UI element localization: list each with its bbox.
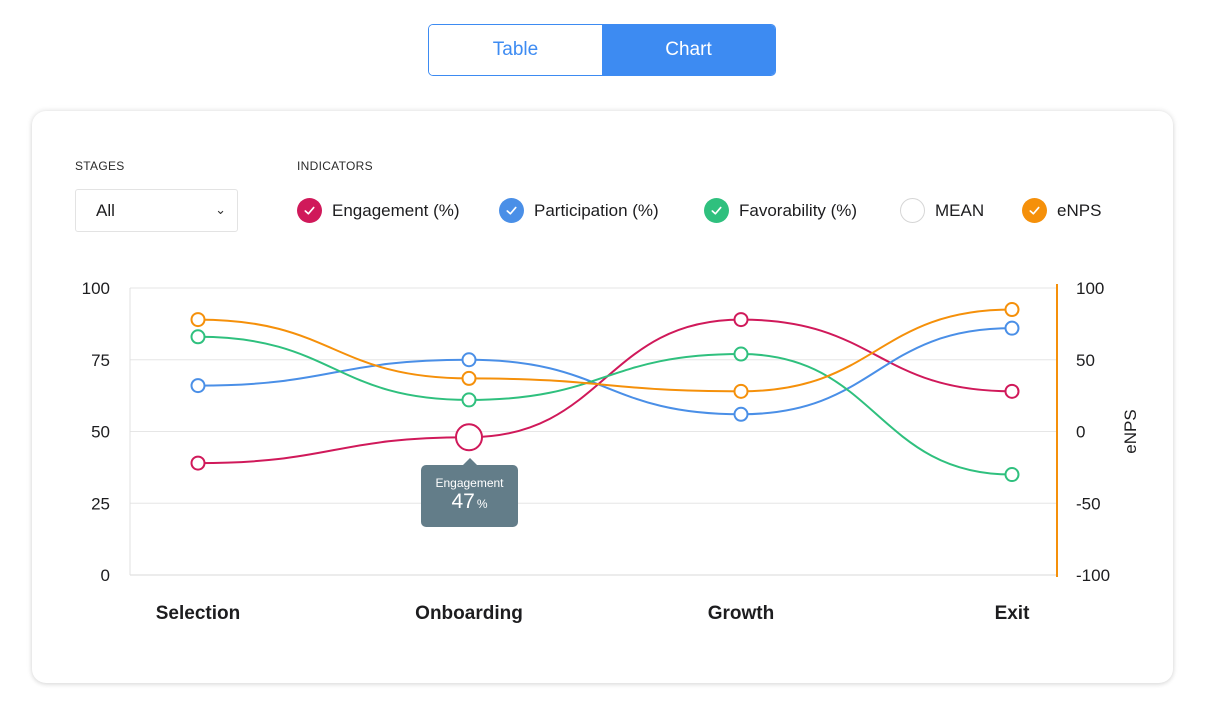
y-right-tick-label: -100 [1076,566,1110,585]
highlighted-data-point [455,423,483,452]
legend-label: Favorability (%) [739,200,858,220]
data-point [461,352,477,368]
line-chart: 100 75 50 25 0 100 50 0 -50 -100 eNPS Selection Onbo… [82,279,1140,624]
y-left-tick-label: 75 [91,351,110,370]
y-right-axis-label: eNPS [1121,409,1140,453]
series-line [197,327,1013,416]
legend-label: Participation (%) [534,200,659,220]
y-left-tick-label: 50 [91,423,110,442]
data-point [733,406,749,422]
x-category-label: Onboarding [415,603,523,624]
data-point [1004,383,1020,399]
data-point [461,392,477,408]
legend-item-engagement[interactable]: Engagement (%) [297,198,460,223]
legend-label: MEAN [935,200,985,220]
data-point [190,378,206,394]
chevron-down-icon: ⌄ [215,202,226,217]
legend-label: Engagement (%) [332,200,460,220]
stages-dropdown[interactable]: All ⌄ [75,189,238,232]
series-line [197,335,1013,476]
data-point [733,312,749,328]
data-point [733,346,749,362]
legend-item-enps[interactable]: eNPS [1022,198,1101,223]
tooltip-label: Engagement [435,476,504,490]
data-point [1004,320,1020,336]
x-category-label: Growth [708,603,775,624]
data-point [190,455,206,471]
series-line [197,318,1013,465]
stages-label: STAGES [75,159,125,173]
data-point [1004,467,1020,483]
y-left-tick-label: 0 [101,566,110,585]
stages-selected-value: All [96,200,115,220]
legend-item-participation[interactable]: Participation (%) [499,198,659,223]
y-right-tick-label: 100 [1076,279,1104,298]
check-icon [297,198,322,223]
series-line [197,308,1013,393]
chart-card: STAGES All ⌄ INDICATORS Engagement (%) P… [32,111,1173,683]
x-category-label: Exit [995,603,1031,624]
y-right-tick-label: 50 [1076,351,1095,370]
data-point [1004,302,1020,318]
legend-item-mean[interactable]: MEAN [900,198,984,223]
view-toggle: Table Chart [428,24,776,76]
data-point [733,383,749,399]
y-right-tick-label: -50 [1076,494,1101,513]
check-icon [704,198,729,223]
y-right-tick-label: 0 [1076,423,1085,442]
data-point [190,312,206,328]
data-point [461,370,477,386]
x-category-label: Selection [156,603,240,624]
tooltip-value: 47 [451,490,475,513]
y-left-tick-label: 100 [82,279,110,298]
check-icon [499,198,524,223]
tooltip-unit: % [476,497,488,511]
chart-tab-button[interactable]: Chart [602,25,775,75]
y-left-tick-label: 25 [91,494,110,513]
indicators-label: INDICATORS [297,159,373,173]
legend-item-favorability[interactable]: Favorability (%) [704,198,857,223]
check-icon [1022,198,1047,223]
data-point [190,329,206,345]
data-tooltip: Engagement 47% [421,458,518,527]
table-tab-button[interactable]: Table [429,25,602,75]
legend-label: eNPS [1057,200,1102,220]
empty-circle-icon [900,198,925,223]
